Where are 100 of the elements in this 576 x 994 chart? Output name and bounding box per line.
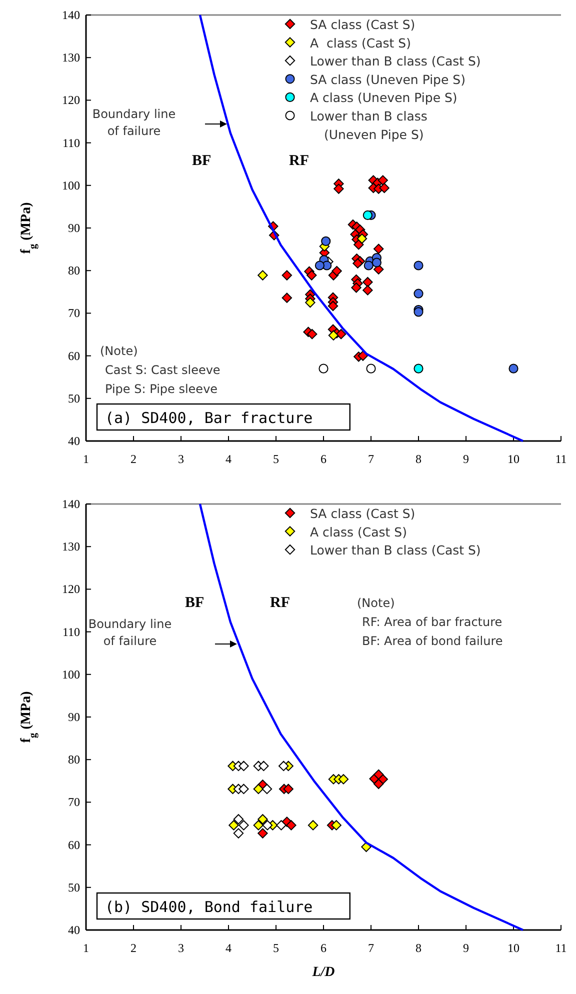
- y-tick-label: 140: [62, 497, 80, 511]
- point: [362, 285, 373, 296]
- annotation: Pipe S: Pipe sleeve: [105, 382, 218, 396]
- x-tick-label: 6: [320, 452, 326, 466]
- legend-label: Lower than B class (Cast S): [310, 542, 481, 558]
- point: [286, 820, 296, 830]
- x-axis-title: L/D: [311, 965, 335, 980]
- annotation: BF: Area of bond failure: [362, 634, 503, 648]
- point: [258, 760, 269, 772]
- point: [276, 820, 286, 830]
- point: [238, 760, 249, 772]
- point: [334, 184, 344, 194]
- annotation: Boundary line of failure: [92, 107, 176, 138]
- legend-label: Lower than B class (Uneven Pipe S): [310, 108, 428, 142]
- x-tick-label: 7: [368, 941, 374, 955]
- point: [356, 234, 368, 244]
- point: [374, 244, 384, 254]
- point: [318, 364, 328, 374]
- y-tick-label: 80: [68, 752, 80, 767]
- y-tick-label: 40: [68, 434, 80, 448]
- x-tick-label: 9: [463, 452, 469, 466]
- annotation: BF: [185, 595, 204, 611]
- y-tick-label: 100: [62, 178, 80, 192]
- point: [258, 828, 268, 838]
- point: [238, 820, 249, 830]
- y-tick-label: 80: [68, 264, 80, 278]
- legend-label: SA class (Cast S): [310, 17, 416, 32]
- point: [278, 760, 289, 772]
- point: [307, 328, 318, 340]
- point: [351, 282, 362, 293]
- y-tick-label: 50: [68, 880, 80, 894]
- y-tick-label: 120: [62, 582, 80, 596]
- y-tick-label: 120: [62, 93, 80, 108]
- y-tick-label: 110: [62, 136, 80, 150]
- annotation: (Note): [100, 344, 138, 358]
- point: [366, 364, 376, 374]
- x-tick-label: 6: [320, 941, 326, 955]
- x-tick-label: 5: [273, 941, 279, 955]
- y-tick-label: 60: [68, 838, 80, 852]
- point: [321, 236, 331, 246]
- annotation: RF: [289, 153, 309, 169]
- annotation: Boundary line of failure: [88, 617, 172, 648]
- x-tick-label: 8: [416, 452, 422, 466]
- annotation: (Note): [357, 596, 395, 610]
- text: (a) SD400, Bar fracture: [105, 409, 313, 427]
- point: [262, 820, 273, 830]
- x-tick-label: 1: [83, 941, 89, 955]
- point: [358, 350, 368, 361]
- x-tick-label: 2: [130, 452, 136, 466]
- point: [336, 328, 346, 340]
- point: [328, 300, 338, 312]
- x-tick-label: 2: [130, 941, 136, 955]
- x-tick-label: 3: [178, 941, 184, 955]
- point: [379, 182, 390, 194]
- point: [414, 288, 424, 298]
- point: [414, 364, 424, 374]
- point: [508, 364, 518, 374]
- x-tick-label: 10: [508, 452, 520, 466]
- y-tick-label: 50: [68, 391, 80, 406]
- y-tick-label: 70: [68, 306, 80, 320]
- y-tick-label: 70: [68, 795, 80, 810]
- legend-label: A class (Uneven Pipe S): [310, 90, 458, 106]
- y-tick-label: 110: [62, 624, 80, 639]
- x-tick-label: 5: [273, 452, 279, 466]
- point: [352, 258, 363, 268]
- point: [233, 828, 244, 838]
- y-tick-label: 140: [62, 8, 80, 22]
- x-tick-label: 11: [555, 941, 567, 955]
- x-tick-label: 7: [368, 452, 374, 466]
- point: [306, 270, 317, 280]
- y-tick-label: 130: [62, 540, 80, 554]
- point: [262, 784, 272, 794]
- point: [282, 270, 292, 280]
- point: [374, 778, 384, 789]
- x-tick-label: 8: [416, 941, 422, 955]
- point: [328, 330, 339, 340]
- y-tick-label: 40: [68, 923, 80, 937]
- point: [305, 297, 316, 308]
- point: [258, 270, 268, 280]
- point: [308, 820, 318, 830]
- point: [238, 784, 249, 794]
- legend-label: SA class (Uneven Pipe S): [310, 72, 466, 87]
- legend-label: A class (Cast S): [310, 35, 411, 50]
- point: [282, 292, 292, 303]
- x-tick-label: 10: [508, 941, 520, 955]
- point: [362, 210, 372, 220]
- annotation: BF: [192, 153, 212, 169]
- point: [258, 814, 268, 824]
- y-tick-label: 130: [62, 50, 80, 65]
- point: [314, 260, 324, 270]
- annotation: RF: Area of bar fracture: [362, 615, 502, 629]
- point: [228, 820, 239, 830]
- legend-label: SA class (Cast S): [310, 506, 416, 521]
- annotation: Cast S: Cast sleeve: [105, 363, 220, 377]
- x-tick-label: 4: [226, 452, 232, 466]
- point: [354, 240, 364, 250]
- x-tick-label: 9: [463, 941, 469, 955]
- legend-label: Lower than B class (Cast S): [310, 54, 481, 69]
- annotation: RF: [270, 595, 290, 611]
- point: [372, 258, 382, 268]
